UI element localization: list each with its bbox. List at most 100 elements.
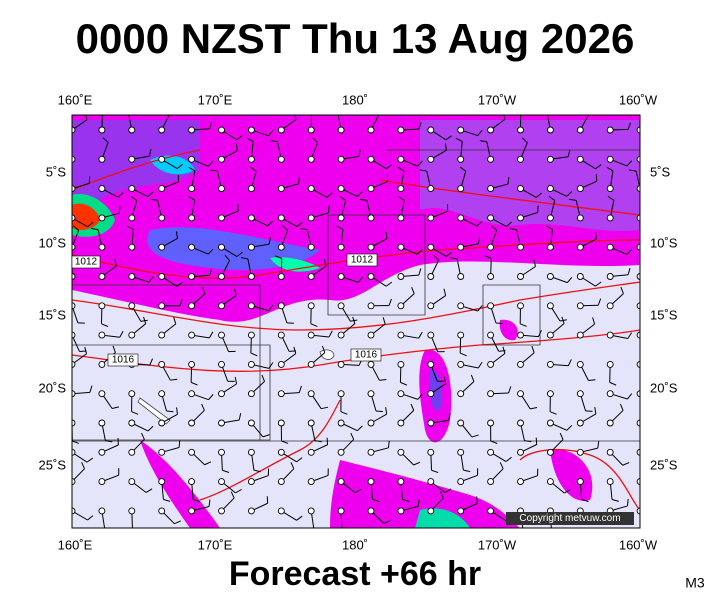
wind-barb-flag [350,432,355,440]
wind-station [307,360,315,368]
wind-barb-flag [523,529,530,531]
wind-barb-flag [455,137,463,142]
wind-station [247,214,255,222]
wind-station [457,243,465,251]
wind-station [337,273,345,280]
wind-barb-flag [533,259,536,267]
wind-station [457,185,465,193]
wind-station [307,243,315,251]
wind-barb-flag [119,330,124,338]
wind-station [158,478,166,486]
wind-station [636,390,640,398]
wind-station [72,214,76,222]
lon-label: 170˚E [198,537,233,552]
wind-barb [639,275,640,277]
wind-station [487,302,495,310]
wind-barb-flag [524,440,532,443]
wind-barb-flag [72,257,73,259]
wind-barb-flag [201,403,205,411]
wind-barb-flag [105,440,113,443]
wind-station [98,273,106,280]
wind-station [636,185,640,193]
lon-label: 170˚W [478,92,517,107]
wind-barb-flag [595,281,602,287]
wind-barb-flag [298,176,300,184]
map-frame [71,114,641,529]
wind-barb-flag [202,287,206,294]
wind-barb-flag [188,166,196,172]
wind-barb-flag [385,281,393,287]
wind-station [218,126,225,134]
forecast-label: Forecast +66 hr [229,555,481,593]
wind-station [427,478,435,486]
wind-station [427,448,435,456]
wind-station [576,302,584,310]
wind-barb-flag [643,255,648,260]
wind-station [576,214,584,222]
wind-station [367,214,375,222]
wind-station [337,214,345,222]
wind-station [606,302,614,310]
wind-station [517,155,524,163]
wind-station [218,331,225,339]
wind-barb-flag [235,143,238,151]
wind-station [636,214,640,222]
wind-barb-flag [546,225,553,230]
wind-barb-flag [658,414,660,421]
wind-barb-flag [569,198,577,201]
wind-station [128,126,136,134]
wind-barb-flag [250,352,258,357]
wind-station [277,273,285,280]
wind-barb-flag [398,196,405,201]
wind-barb-flag [72,440,80,444]
wind-station [457,302,465,310]
wind-station [397,185,405,193]
wind-barb-flag [281,440,289,444]
wind-barb-flag [564,489,571,494]
wind-barb-flag [535,192,542,198]
wind-station [367,155,375,163]
wind-barb-flag [275,255,282,259]
wind-station [367,331,375,339]
wind-station [337,126,345,134]
wind-station [546,390,554,398]
wind-barb-flag [626,249,632,255]
wind-barb-flag [411,286,415,294]
wind-barb-flag [444,143,447,151]
wind-barb-flag [387,440,390,448]
wind-barb-flag [323,259,327,267]
wind-station [546,185,554,193]
wind-station [636,243,640,251]
wind-barb-flag [595,164,602,170]
wind-barb-flag [584,109,589,114]
wind-station [337,448,345,456]
wind-station [247,126,255,134]
wind-barb-flag [641,470,648,472]
wind-station [307,214,315,222]
wind-barb-flag [268,130,274,137]
wind-barb-flag [505,456,512,462]
wind-station [218,243,225,251]
lat-label: 25˚S [650,457,678,472]
wind-barb-flag [418,268,422,276]
wind-barb-flag [476,220,483,227]
wind-barb-flag [477,129,483,136]
wind-barb-flag [386,164,393,170]
lat-label: 20˚S [39,380,67,395]
wind-station [158,185,166,193]
wind-station [337,507,345,515]
wind-station [487,390,495,398]
wind-station [188,243,196,251]
wind-barb-flag [336,225,344,230]
wind-station [218,478,225,486]
wind-station [427,185,435,193]
wind-station [606,478,614,486]
wind-station [72,448,76,456]
wind-station [487,155,495,163]
wind-station [397,331,405,339]
wind-barb-flag [178,440,181,448]
wind-station [98,507,106,515]
wind-station [247,448,255,456]
wind-station [72,155,76,163]
